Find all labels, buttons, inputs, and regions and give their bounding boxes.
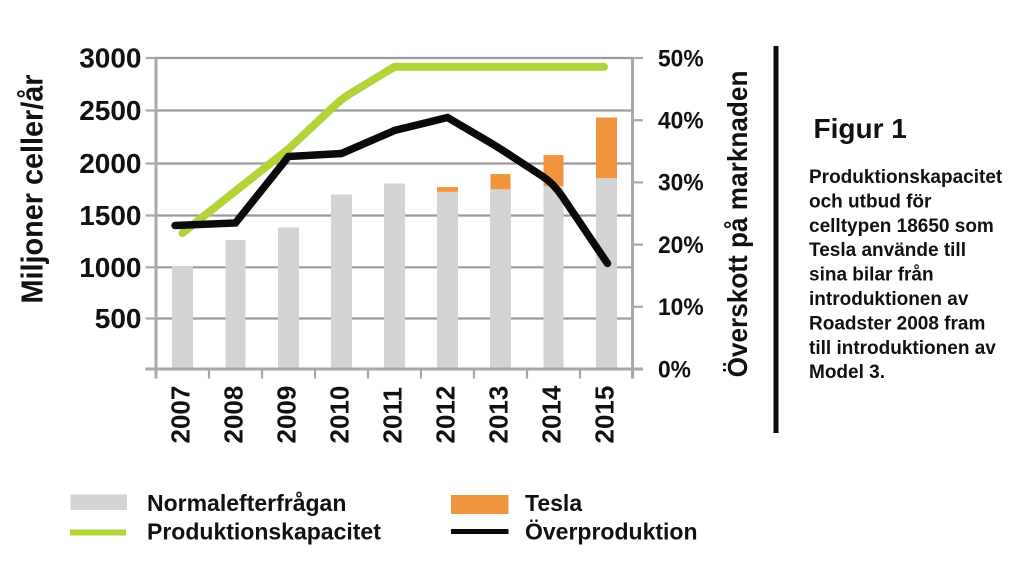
svg-text:2009: 2009 bbox=[271, 386, 301, 444]
svg-text:Produktionskapacitet: Produktionskapacitet bbox=[809, 167, 1003, 188]
svg-text:2500: 2500 bbox=[79, 95, 141, 126]
svg-text:30%: 30% bbox=[658, 169, 704, 196]
svg-text:och utbud för: och utbud för bbox=[809, 191, 932, 212]
svg-text:2011: 2011 bbox=[377, 387, 407, 443]
svg-text:Tesla: Tesla bbox=[525, 490, 582, 516]
svg-text:2015: 2015 bbox=[589, 386, 619, 444]
svg-text:2012: 2012 bbox=[430, 386, 460, 444]
svg-text:Figur 1: Figur 1 bbox=[814, 113, 907, 144]
svg-text:Model 3.: Model 3. bbox=[809, 362, 885, 383]
svg-text:Överskott på marknaden: Överskott på marknaden bbox=[721, 71, 753, 378]
svg-text:3000: 3000 bbox=[79, 43, 141, 74]
svg-text:Överproduktion: Överproduktion bbox=[525, 519, 698, 545]
svg-text:Roadster 2008 fram: Roadster 2008 fram bbox=[809, 313, 985, 334]
svg-text:40%: 40% bbox=[658, 107, 704, 134]
svg-text:10%: 10% bbox=[658, 294, 704, 321]
svg-text:0%: 0% bbox=[658, 356, 691, 383]
svg-text:till introduktionen av: till introduktionen av bbox=[809, 338, 996, 359]
svg-text:Normalefterfrågan: Normalefterfrågan bbox=[147, 490, 346, 516]
svg-text:Tesla använde till: Tesla använde till bbox=[809, 240, 966, 261]
svg-text:2010: 2010 bbox=[324, 386, 354, 444]
svg-text:celltypen 18650 som: celltypen 18650 som bbox=[809, 216, 994, 237]
svg-text:1500: 1500 bbox=[79, 200, 141, 231]
svg-text:500: 500 bbox=[95, 303, 142, 334]
svg-text:introduktionen av: introduktionen av bbox=[809, 289, 969, 310]
svg-text:1000: 1000 bbox=[79, 252, 141, 283]
svg-text:Produktionskapacitet: Produktionskapacitet bbox=[147, 519, 381, 545]
svg-text:2014: 2014 bbox=[536, 385, 566, 443]
svg-text:2007: 2007 bbox=[165, 386, 195, 444]
svg-text:Miljoner celler/år: Miljoner celler/år bbox=[16, 74, 50, 303]
svg-text:2008: 2008 bbox=[218, 386, 248, 444]
svg-text:sina bilar från: sina bilar från bbox=[809, 265, 934, 286]
svg-text:20%: 20% bbox=[658, 231, 704, 258]
svg-text:50%: 50% bbox=[658, 45, 704, 72]
svg-text:2000: 2000 bbox=[79, 148, 141, 179]
svg-text:2013: 2013 bbox=[483, 386, 513, 444]
